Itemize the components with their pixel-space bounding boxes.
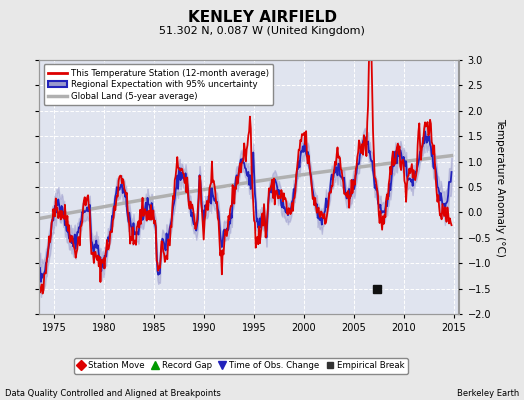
Text: Berkeley Earth: Berkeley Earth: [456, 389, 519, 398]
Text: 51.302 N, 0.087 W (United Kingdom): 51.302 N, 0.087 W (United Kingdom): [159, 26, 365, 36]
Y-axis label: Temperature Anomaly (°C): Temperature Anomaly (°C): [495, 118, 505, 256]
Text: KENLEY AIRFIELD: KENLEY AIRFIELD: [188, 10, 336, 25]
Legend: Station Move, Record Gap, Time of Obs. Change, Empirical Break: Station Move, Record Gap, Time of Obs. C…: [74, 358, 408, 374]
Text: Data Quality Controlled and Aligned at Breakpoints: Data Quality Controlled and Aligned at B…: [5, 389, 221, 398]
Legend: This Temperature Station (12-month average), Regional Expectation with 95% uncer: This Temperature Station (12-month avera…: [43, 64, 274, 105]
